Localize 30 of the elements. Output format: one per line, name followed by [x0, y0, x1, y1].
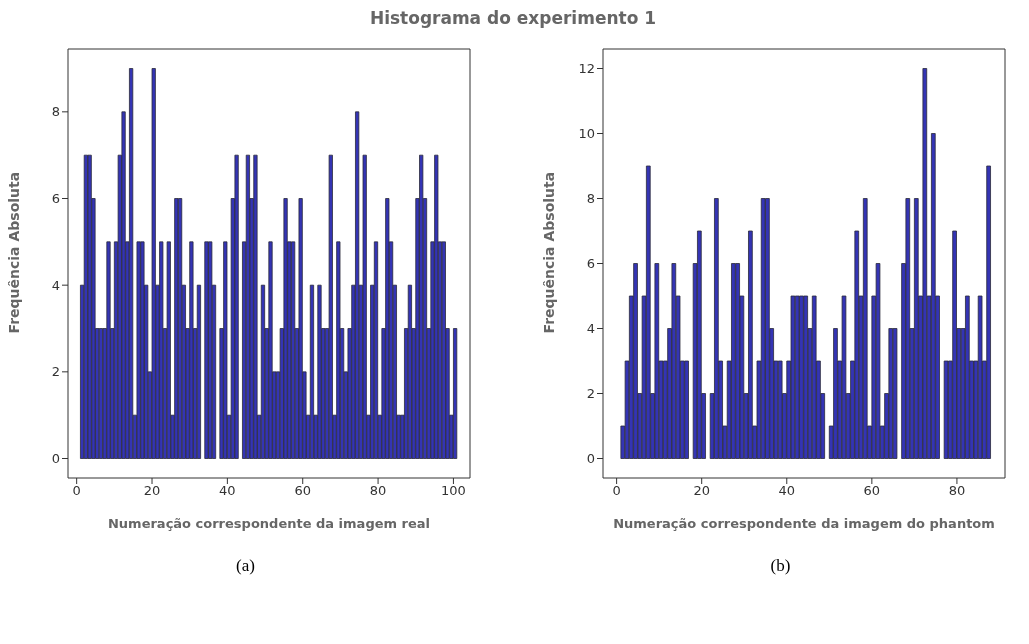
y-tick-label: 8: [51, 104, 60, 120]
y-tick-label: 0: [586, 451, 595, 467]
x-axis-title: Numeração correspondente da imagem do phantom: [613, 516, 995, 531]
y-tick-label: 2: [51, 364, 60, 380]
x-tick-label: 20: [143, 483, 161, 499]
x-tick-label: 60: [294, 483, 311, 499]
x-tick-label: 80: [948, 483, 966, 499]
y-tick-label: 6: [51, 191, 60, 207]
x-tick-label: 40: [778, 483, 796, 499]
y-tick-label: 8: [586, 191, 595, 207]
x-tick-label: 100: [441, 483, 466, 499]
text: (b): [770, 556, 791, 576]
y-tick-label: 10: [578, 126, 595, 142]
x-tick-label: 60: [863, 483, 881, 499]
x-tick-label: 40: [219, 483, 236, 499]
y-tick-label: 0: [51, 451, 60, 467]
y-tick-label: 4: [586, 321, 595, 337]
x-tick-label: 0: [612, 483, 621, 499]
text: Histograma do experimento 1: [368, 8, 658, 28]
x-axis-title: Numeração correspondente da imagem real: [107, 516, 431, 531]
y-tick-label: 12: [578, 61, 595, 77]
text: (a): [236, 556, 255, 576]
x-tick-label: 0: [72, 483, 81, 499]
x-tick-label: 20: [693, 483, 710, 499]
y-axis-title: Frequência Absoluta: [5, 171, 22, 334]
y-tick-label: 4: [51, 277, 60, 293]
x-tick-label: 80: [369, 483, 387, 499]
y-tick-label: 6: [586, 256, 595, 272]
y-tick-label: 2: [586, 386, 595, 402]
y-axis-title: Frequência Absoluta: [540, 171, 557, 334]
